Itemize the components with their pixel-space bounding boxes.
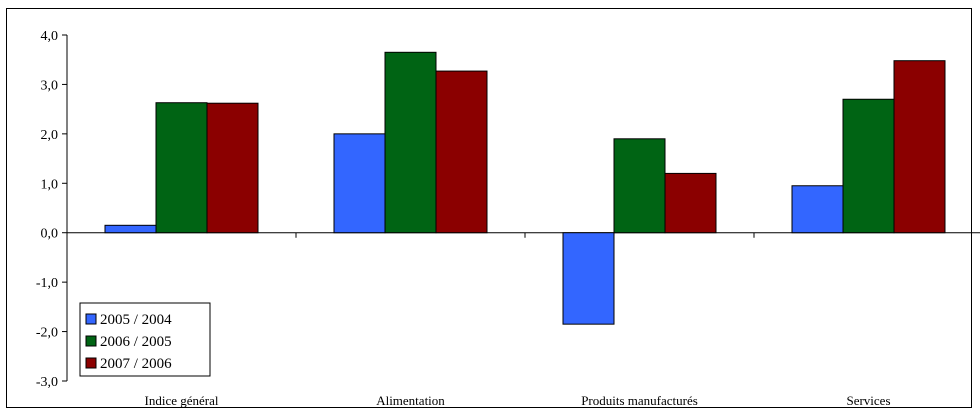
y-tick-label: 3,0 (41, 78, 59, 93)
y-tick-label: -2,0 (36, 326, 58, 341)
bar (206, 102, 259, 234)
bar (664, 172, 717, 234)
y-tick-label: -1,0 (36, 276, 58, 291)
bar (613, 138, 666, 234)
legend-label: 2006 / 2005 (100, 334, 172, 350)
bar (893, 60, 946, 234)
bar (104, 224, 157, 234)
category-label: Alimentation (376, 393, 445, 408)
legend: 2005 / 2004 2006 / 2005 2007 / 2006 (79, 302, 211, 377)
category-label: Indice général (145, 393, 219, 408)
bar (333, 133, 386, 234)
legend-label: 2005 / 2004 (100, 312, 172, 328)
legend-label: 2007 / 2006 (100, 356, 172, 372)
legend-box (79, 302, 211, 377)
y-tick-label: 0,0 (41, 227, 59, 242)
bar (435, 70, 488, 234)
category-label: Services (846, 393, 890, 408)
bars (104, 51, 946, 325)
legend-swatch (85, 357, 97, 369)
y-tick-label: 4,0 (41, 29, 59, 44)
y-tick-label: 2,0 (41, 128, 59, 143)
legend-swatch (85, 313, 97, 325)
legend-swatch (85, 335, 97, 347)
category-label: Produits manufacturés (581, 393, 698, 408)
bar (384, 51, 437, 234)
bar (842, 98, 895, 234)
y-tick-label: 1,0 (41, 177, 59, 192)
y-tick-label: -3,0 (36, 375, 58, 390)
bar (562, 232, 615, 325)
bar (155, 102, 208, 234)
bar (791, 185, 844, 234)
y-axis: 4,0 3,0 2,0 1,0 0,0 -1,0 -2,0 -3,0 (36, 29, 68, 390)
